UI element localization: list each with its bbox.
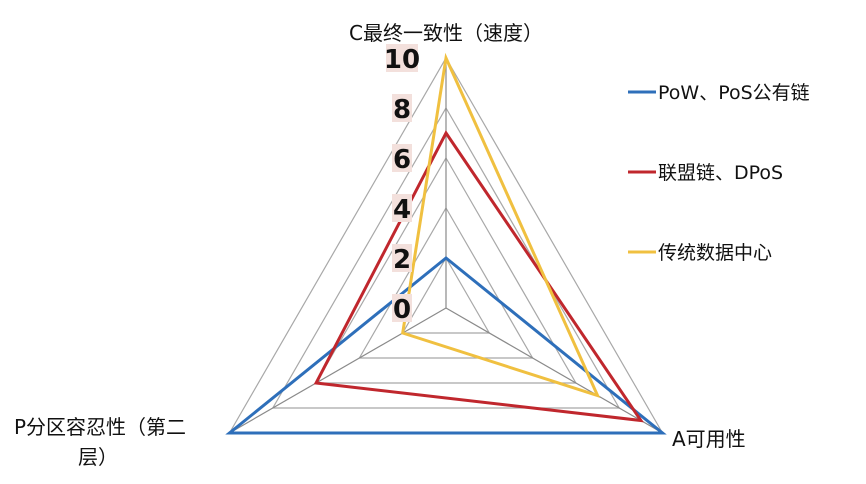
tick-label: 8	[393, 95, 411, 125]
tick-label: 4	[393, 195, 411, 225]
axis-label-p-line1: P分区容忍性（第二	[14, 415, 186, 439]
axis-spokes	[229, 58, 663, 434]
axis-spoke	[229, 307, 447, 434]
tick-labels: 0 2 4 6 8 10	[384, 44, 420, 325]
legend-label: PoW、PoS公有链	[658, 82, 810, 104]
tick-label-bg	[386, 44, 418, 72]
tick-label-bg	[392, 94, 412, 122]
tick-label: 0	[393, 295, 411, 325]
axis-labels: C最终一致性（速度） A可用性 P分区容忍性（第二 层）	[14, 21, 746, 469]
tick-label-bg	[392, 244, 412, 272]
tick-label: 6	[393, 145, 411, 175]
series-line-0	[225, 256, 667, 435]
tick-label: 2	[393, 245, 411, 275]
grid-ring	[401, 256, 491, 334]
grid-ring	[358, 206, 534, 359]
tick-label-bg	[392, 144, 412, 172]
axis-label-c: C最终一致性（速度）	[349, 21, 543, 45]
series-line-2	[401, 52, 601, 398]
series-layer	[225, 52, 667, 435]
tick-label-bg	[392, 294, 412, 322]
grid-ring	[271, 106, 621, 409]
axis-label-p-line2: 层）	[78, 445, 118, 469]
grid-ring	[315, 156, 577, 384]
axis-label-a: A可用性	[672, 427, 746, 451]
tick-label: 10	[384, 45, 420, 75]
legend-label: 联盟链、DPoS	[658, 162, 783, 184]
tick-label-bg	[392, 194, 412, 222]
axis-spoke	[445, 307, 663, 434]
legend-label: 传统数据中心	[658, 242, 772, 264]
